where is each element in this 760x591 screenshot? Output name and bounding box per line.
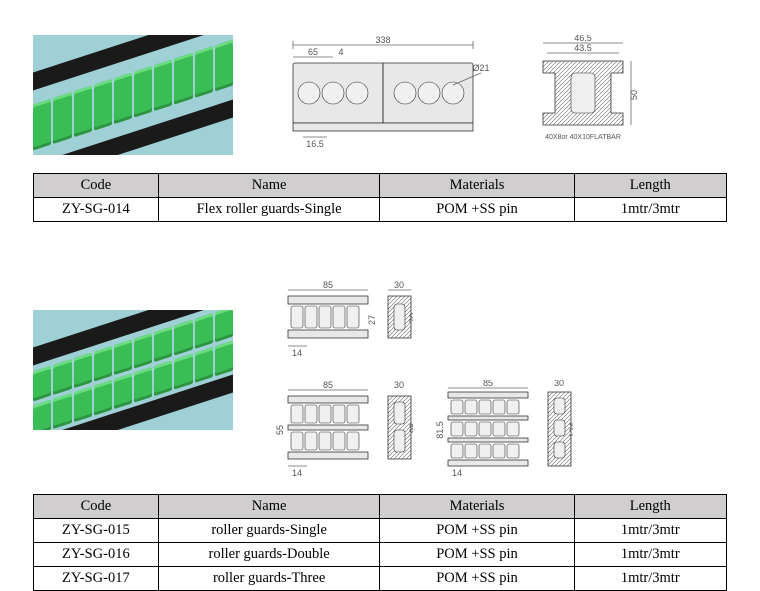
cell-code: ZY-SG-014 — [34, 198, 159, 222]
spec-table-1: Code Name Materials Length ZY-SG-014 Fle… — [33, 173, 727, 222]
header-length: Length — [574, 495, 726, 519]
svg-text:50: 50 — [629, 90, 639, 100]
cell-name: Flex roller guards-Single — [158, 198, 380, 222]
svg-text:30: 30 — [394, 280, 404, 290]
cell-code: ZY-SG-015 — [34, 519, 159, 543]
spec-table-2: Code Name Materials Length ZY-SG-015 rol… — [33, 494, 727, 591]
media-row-2: 85 27 14 30 70 — [33, 280, 727, 480]
svg-text:65: 65 — [308, 47, 318, 57]
header-code: Code — [34, 174, 159, 198]
cell-materials: POM +SS pin — [380, 519, 574, 543]
cell-materials: POM +SS pin — [380, 543, 574, 567]
svg-text:30: 30 — [394, 380, 404, 390]
product-photo-double — [33, 310, 233, 430]
cell-length: 1mtr/3mtr — [574, 198, 726, 222]
cell-code: ZY-SG-016 — [34, 543, 159, 567]
diagram-double-top: 85 55 14 30 98 — [273, 380, 413, 480]
table-row: ZY-SG-017 roller guards-Three POM +SS pi… — [34, 567, 727, 591]
table-header-row: Code Name Materials Length — [34, 174, 727, 198]
cell-length: 1mtr/3mtr — [574, 567, 726, 591]
header-name: Name — [158, 174, 380, 198]
svg-text:43.5: 43.5 — [574, 43, 592, 53]
header-name: Name — [158, 495, 380, 519]
header-length: Length — [574, 174, 726, 198]
svg-text:98: 98 — [408, 423, 413, 433]
section-roller-multi: 85 27 14 30 70 — [33, 280, 727, 591]
cell-materials: POM +SS pin — [380, 567, 574, 591]
cell-name: roller guards-Single — [158, 519, 380, 543]
svg-text:16.5: 16.5 — [306, 139, 324, 149]
svg-text:124: 124 — [568, 422, 573, 437]
svg-text:27: 27 — [367, 315, 377, 325]
svg-text:30: 30 — [554, 380, 564, 388]
cell-name: roller guards-Three — [158, 567, 380, 591]
product-photo-single — [33, 35, 233, 155]
table-row: ZY-SG-014 Flex roller guards-Single POM … — [34, 198, 727, 222]
svg-text:14: 14 — [292, 348, 302, 358]
media-row-1: 338 65 4 Ø2 — [33, 35, 727, 155]
diagram-side-view: 46.5 43.5 50 40X8or 40X10FLATBAR — [523, 35, 643, 155]
diagram-area-1: 338 65 4 Ø2 — [273, 35, 727, 155]
svg-text:55: 55 — [275, 425, 285, 435]
table-header-row: Code Name Materials Length — [34, 495, 727, 519]
svg-text:81.5: 81.5 — [435, 421, 445, 439]
svg-text:85: 85 — [323, 280, 333, 290]
svg-text:85: 85 — [483, 380, 493, 388]
cell-materials: POM +SS pin — [380, 198, 574, 222]
diagram-single-top: 85 27 14 30 70 — [273, 280, 413, 360]
svg-text:4: 4 — [338, 47, 343, 57]
header-materials: Materials — [380, 495, 574, 519]
table-row: ZY-SG-016 roller guards-Double POM +SS p… — [34, 543, 727, 567]
diagram-three-top: 85 81.5 14 30 124 — [433, 380, 573, 480]
cell-length: 1mtr/3mtr — [574, 543, 726, 567]
svg-text:338: 338 — [375, 35, 390, 45]
svg-text:40X8or 40X10FLATBAR: 40X8or 40X10FLATBAR — [545, 134, 621, 141]
svg-text:Ø21: Ø21 — [472, 63, 489, 73]
header-code: Code — [34, 495, 159, 519]
svg-text:14: 14 — [292, 468, 302, 478]
cell-name: roller guards-Double — [158, 543, 380, 567]
diagram-spacer — [433, 280, 573, 360]
diagram-area-2: 85 27 14 30 70 — [273, 280, 727, 480]
svg-text:14: 14 — [452, 468, 462, 478]
svg-text:46.5: 46.5 — [574, 35, 592, 43]
header-materials: Materials — [380, 174, 574, 198]
table-row: ZY-SG-015 roller guards-Single POM +SS p… — [34, 519, 727, 543]
cell-length: 1mtr/3mtr — [574, 519, 726, 543]
diagram-front-view: 338 65 4 Ø2 — [273, 35, 493, 155]
svg-text:70: 70 — [408, 313, 413, 323]
cell-code: ZY-SG-017 — [34, 567, 159, 591]
svg-text:85: 85 — [323, 380, 333, 390]
section-flex-roller-single: 338 65 4 Ø2 — [33, 35, 727, 222]
